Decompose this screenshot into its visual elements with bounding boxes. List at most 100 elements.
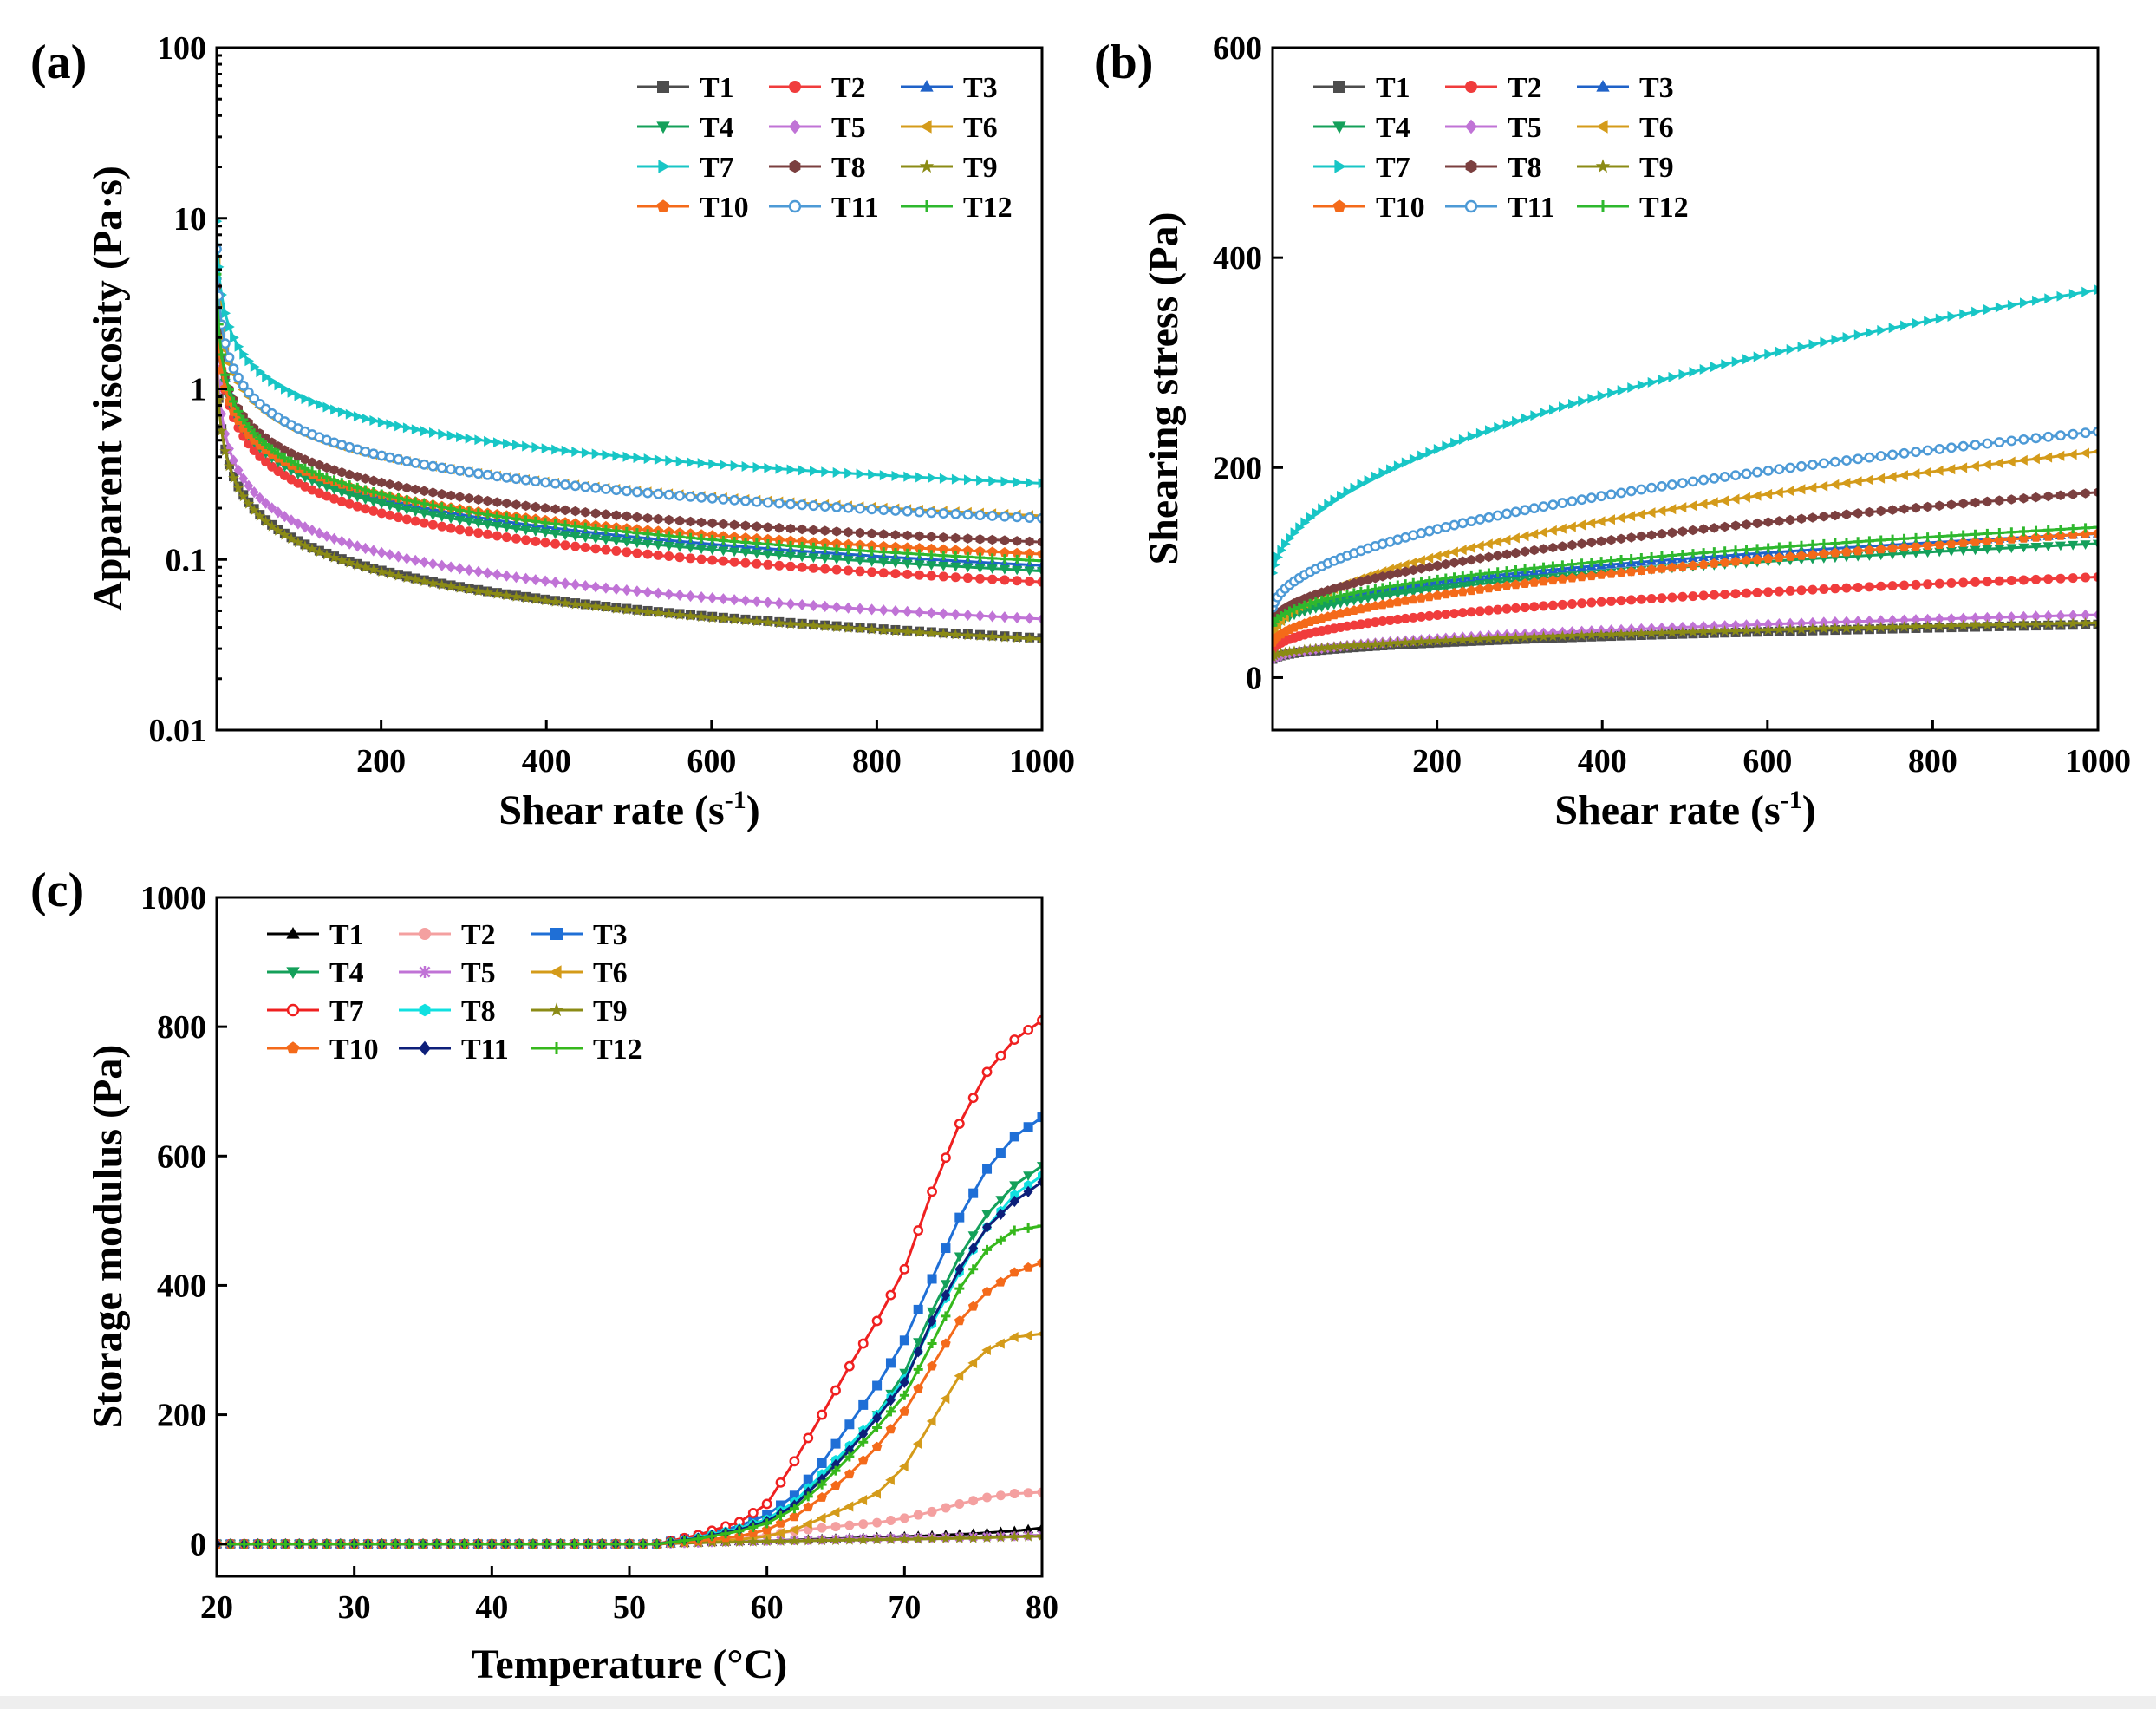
point-T2 <box>376 508 387 519</box>
legend-label: T11 <box>1508 192 1555 224</box>
point-T10 <box>844 1469 855 1479</box>
point-T10 <box>1730 556 1741 566</box>
point-T7 <box>394 421 404 432</box>
point-T4 <box>1934 547 1945 558</box>
point-T7 <box>1409 453 1419 465</box>
point-T7 <box>1009 1034 1020 1045</box>
point-T4 <box>550 530 561 539</box>
point-T9 <box>232 482 244 493</box>
point-T8 <box>561 505 570 516</box>
legend-marker <box>550 1042 563 1054</box>
point-T2 <box>1023 1488 1033 1498</box>
legend-marker <box>1332 199 1346 212</box>
legend-marker <box>658 160 670 173</box>
point-T4 <box>482 520 493 530</box>
point-T12 <box>1616 555 1626 565</box>
point-T2 <box>1830 584 1840 594</box>
point-T4 <box>1370 593 1381 603</box>
point-T7 <box>1300 517 1311 528</box>
point-T12 <box>975 552 986 563</box>
point-T7 <box>429 427 439 438</box>
point-T4 <box>2068 540 2079 551</box>
legend-label: T6 <box>593 957 628 989</box>
point-T2 <box>1646 593 1657 603</box>
point-T7 <box>2020 297 2029 309</box>
point-T6 <box>1475 540 1484 551</box>
point-T5 <box>1970 612 1980 624</box>
point-T10 <box>1819 548 1829 558</box>
point-T8 <box>963 533 973 544</box>
point-T7 <box>474 434 485 446</box>
point-T5 <box>696 591 707 603</box>
point-T7 <box>438 428 447 440</box>
point-T2 <box>352 501 362 512</box>
legend-item-T3: T3 <box>531 919 628 951</box>
point-T7 <box>939 473 949 484</box>
point-T6 <box>816 1512 826 1523</box>
point-T11 <box>2068 428 2079 440</box>
point-T2 <box>1606 596 1617 606</box>
legend-label: T8 <box>461 995 496 1027</box>
point-T11 <box>360 446 371 457</box>
point-T2 <box>740 558 751 568</box>
point-T12 <box>1441 573 1451 584</box>
point-T5 <box>229 454 238 466</box>
legend-item-T6: T6 <box>901 112 998 144</box>
point-T7 <box>1786 343 1796 355</box>
point-T9 <box>401 571 413 583</box>
point-T7 <box>1401 457 1411 468</box>
point-T12 <box>890 547 901 558</box>
point-T11 <box>1510 506 1521 518</box>
x-tick-label: 1000 <box>1009 743 1075 779</box>
point-T7 <box>531 441 542 453</box>
point-T2 <box>820 564 830 574</box>
point-T9 <box>866 623 878 635</box>
point-T7 <box>1312 507 1322 519</box>
point-T12 <box>1923 532 1933 543</box>
point-T10 <box>1483 583 1495 593</box>
point-T2 <box>1457 608 1468 618</box>
point-T9 <box>359 561 371 573</box>
point-T12 <box>2006 527 2016 538</box>
point-T5 <box>855 603 865 615</box>
point-T11 <box>1557 498 1568 509</box>
point-T10 <box>1876 544 1886 554</box>
point-T11 <box>858 1428 869 1440</box>
point-T10 <box>914 543 925 553</box>
point-T9 <box>816 1534 828 1546</box>
point-T6 <box>1933 465 1944 476</box>
x-tick-label: 600 <box>687 743 736 779</box>
point-T5 <box>867 603 877 616</box>
point-T10 <box>1557 573 1568 584</box>
point-T5 <box>2006 611 2016 623</box>
point-T12 <box>652 1539 662 1549</box>
point-T7 <box>665 455 674 466</box>
point-T7 <box>775 463 785 474</box>
point-T12 <box>570 521 581 532</box>
point-T10 <box>1567 572 1578 583</box>
point-T7 <box>720 460 729 471</box>
point-T9 <box>1279 646 1291 658</box>
point-T10 <box>1492 582 1503 591</box>
point-T6 <box>940 1393 950 1404</box>
point-T10 <box>1911 541 1921 551</box>
point-T10 <box>1709 558 1720 568</box>
point-T12 <box>279 453 290 463</box>
point-T11 <box>1994 437 2005 447</box>
point-T11 <box>773 498 785 509</box>
point-T8 <box>2043 491 2053 502</box>
point-T9 <box>278 529 290 540</box>
legend-marker <box>1465 119 1477 134</box>
point-T12 <box>1567 559 1577 570</box>
point-T9 <box>1595 629 1607 640</box>
point-T8 <box>752 521 761 532</box>
point-T7 <box>1521 413 1531 424</box>
point-T7 <box>817 1409 828 1420</box>
point-T7 <box>1343 486 1353 498</box>
point-T8 <box>1742 519 1751 530</box>
point-T11 <box>1492 510 1503 521</box>
series-T12 <box>217 269 1042 566</box>
point-T7 <box>1853 329 1864 341</box>
point-T12 <box>642 529 653 539</box>
